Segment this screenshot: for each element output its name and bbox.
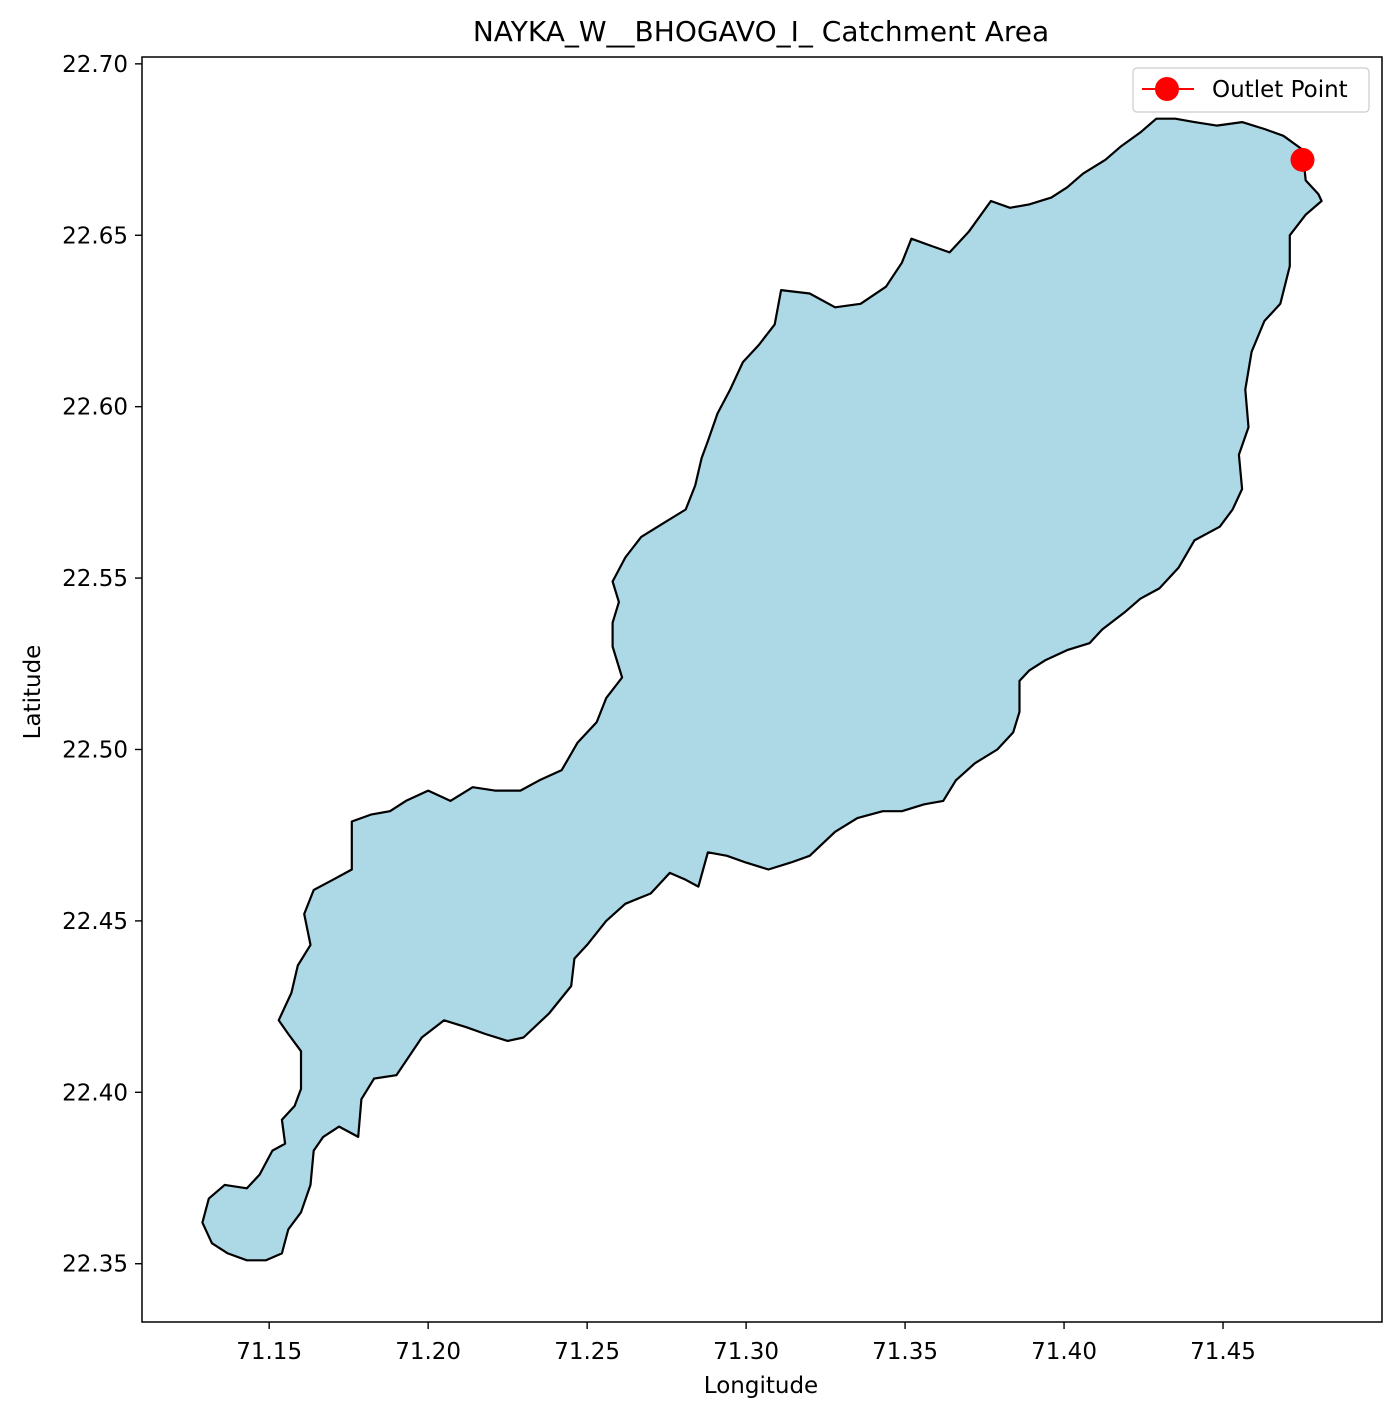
y-tick-label: 22.50 [62, 737, 128, 763]
legend-label-outlet-point: Outlet Point [1212, 77, 1348, 103]
plot-area [141, 56, 1383, 1323]
x-tick-label: 71.15 [236, 1339, 302, 1365]
legend-box [1132, 67, 1370, 113]
x-axis-ticks: 71.15 71.20 71.25 71.30 71.35 71.40 71.45 [236, 1322, 1256, 1365]
y-axis-label: Latitude [20, 645, 46, 740]
y-tick-label: 22.60 [62, 395, 128, 421]
y-tick-label: 22.65 [62, 223, 128, 249]
x-tick-label: 71.30 [713, 1339, 779, 1365]
outlet-point-marker [1290, 147, 1315, 172]
x-axis-label: Longitude [704, 1373, 818, 1399]
x-tick-label: 71.40 [1031, 1339, 1097, 1365]
axes-frame [141, 56, 1383, 1323]
y-tick-label: 22.45 [62, 909, 128, 935]
legend-marker-icon [1155, 77, 1179, 101]
x-tick-label: 71.45 [1190, 1339, 1256, 1365]
legend: Outlet Point [1132, 67, 1370, 113]
y-tick-label: 22.70 [62, 52, 128, 78]
y-axis-ticks: 22.35 22.40 22.45 22.50 22.55 22.60 22.65 22.70 [62, 52, 142, 1278]
y-tick-label: 22.55 [62, 566, 128, 592]
x-tick-label: 71.35 [872, 1339, 938, 1365]
x-tick-label: 71.20 [395, 1339, 461, 1365]
y-tick-label: 22.35 [62, 1252, 128, 1278]
x-tick-label: 71.25 [554, 1339, 620, 1365]
chart-title: NAYKA_W__BHOGAVO_I_ Catchment Area [473, 15, 1049, 48]
y-tick-label: 22.40 [62, 1080, 128, 1106]
